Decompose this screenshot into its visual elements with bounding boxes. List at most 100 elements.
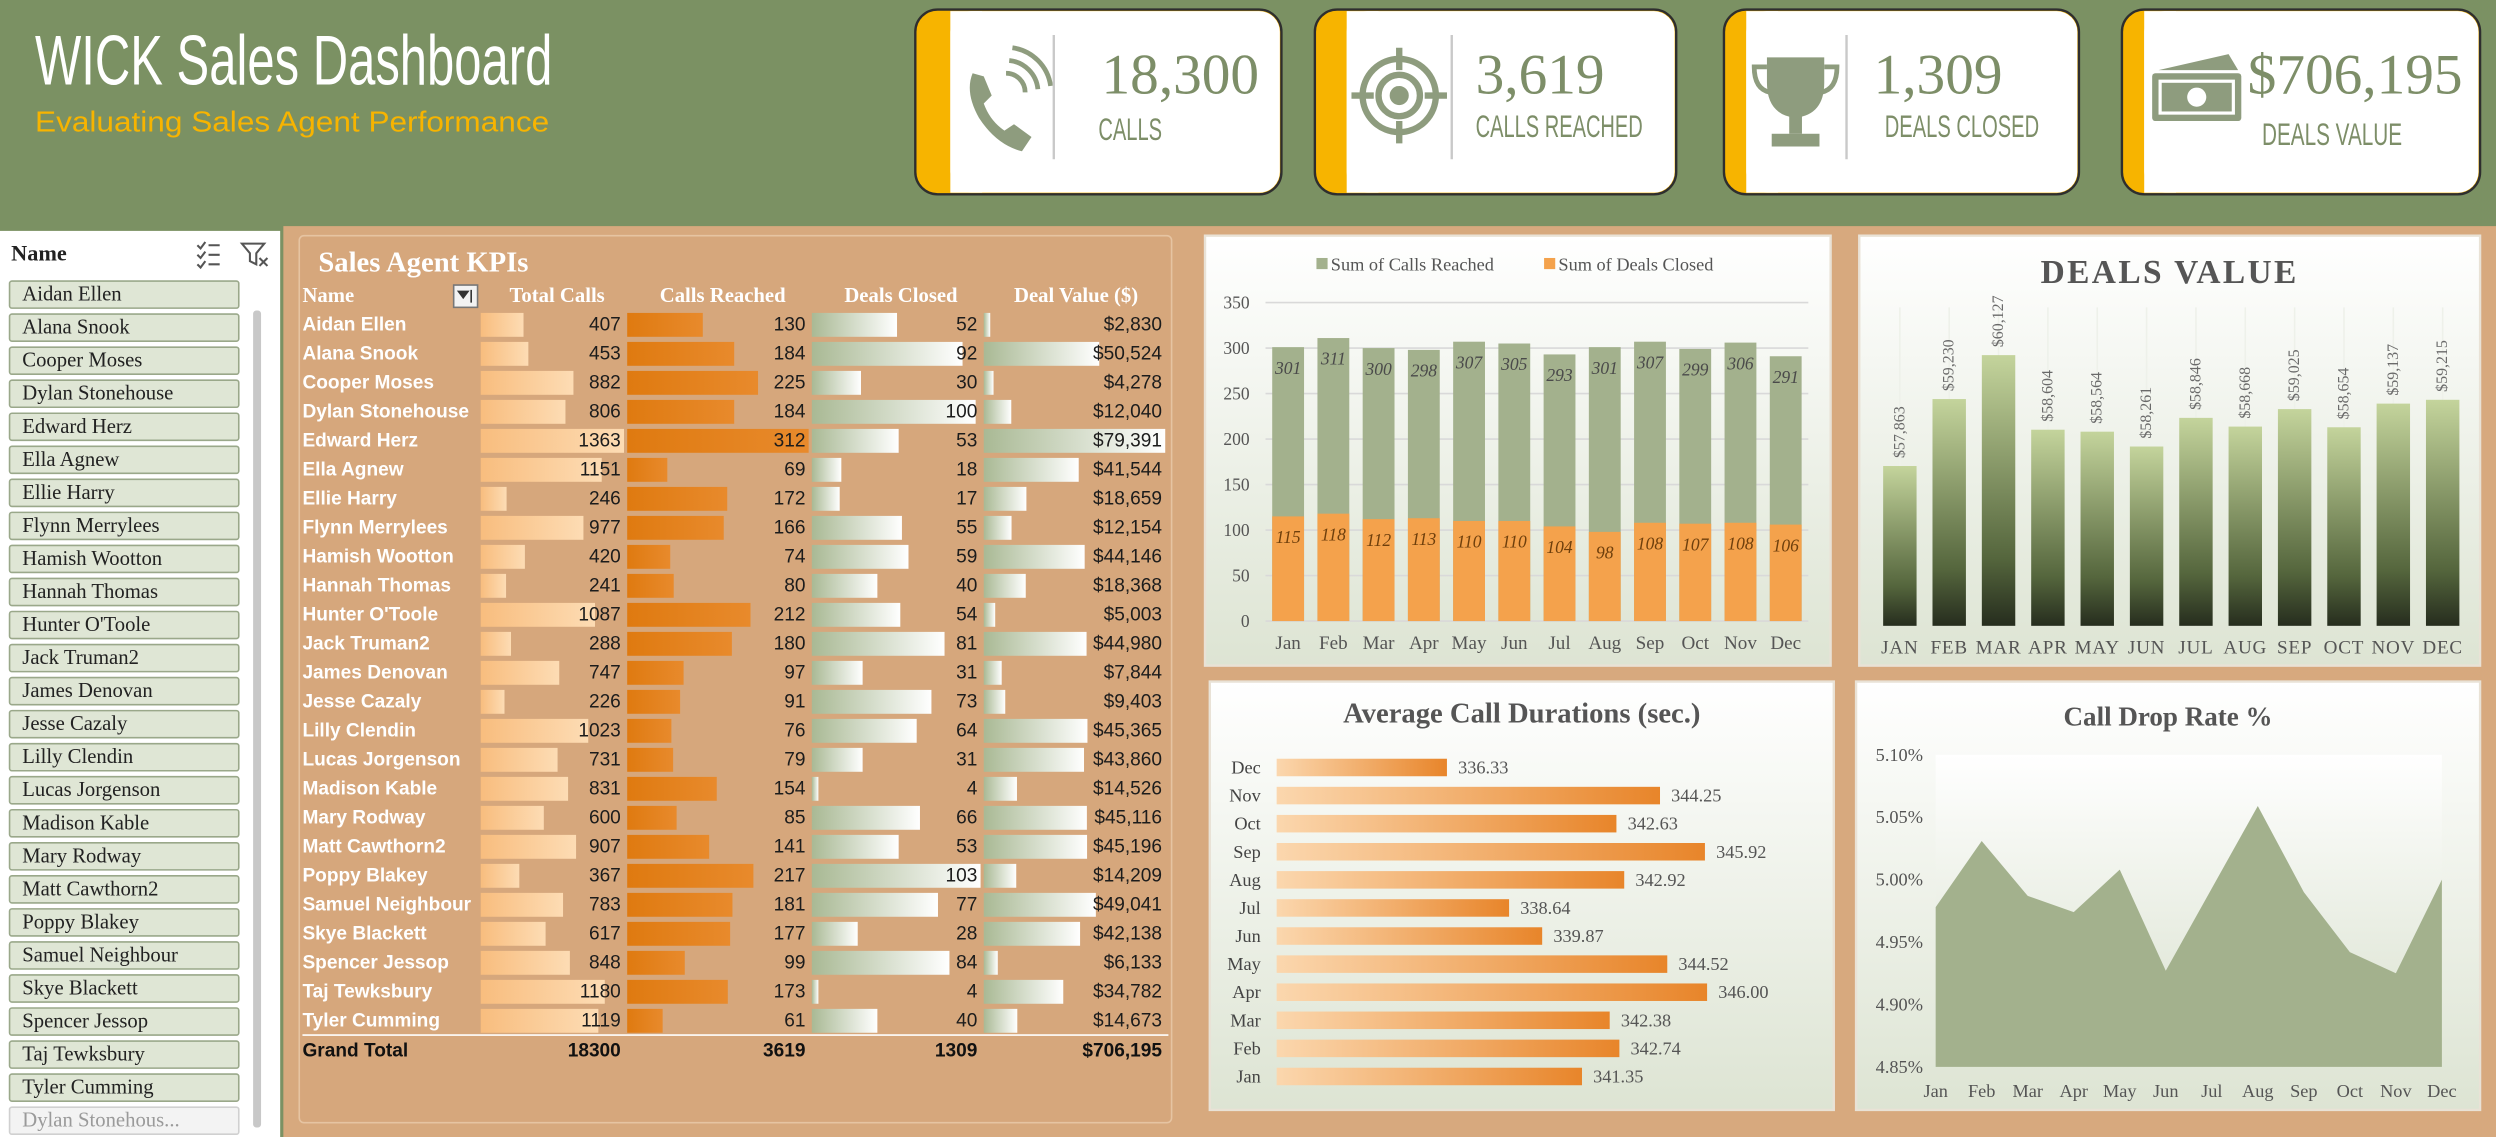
slicer-item-box[interactable] (8, 511, 240, 541)
slicer-item[interactable]: Matt Cawthorn2 (8, 875, 240, 904)
chart: 0 50 100 150 200 250 300 350 Jan 301 115 Feb 311 118 M… (1203, 234, 1832, 667)
slicer-item[interactable]: Hunter O'Toole (8, 610, 240, 640)
slicer-item-label[interactable]: Flynn Merrylees (22, 515, 159, 537)
slicer-item-label[interactable]: Dylan Stonehouse (22, 383, 173, 405)
slicer-item-label[interactable]: Hamish Wootton (22, 548, 163, 570)
agent-name: Taj Tewksbury (302, 981, 432, 1002)
data-bar (983, 950, 998, 975)
slicer-item-box[interactable] (8, 775, 240, 805)
slicer-item-label[interactable]: Hannah Thomas (22, 581, 158, 603)
slicer-item[interactable]: James Denovan (8, 676, 240, 706)
slicer-item[interactable]: Hamish Wootton (8, 544, 240, 574)
slicer-item-box[interactable] (8, 742, 240, 772)
cell-value: 312 (774, 430, 806, 451)
slicer-item-label[interactable]: Dylan Stonehous... (22, 1110, 179, 1132)
slicer-item-box[interactable] (8, 808, 240, 838)
slicer-item-box[interactable] (8, 842, 240, 871)
slicer-item-box[interactable] (8, 643, 240, 673)
data-label: 336.33 (1458, 757, 1508, 777)
slicer-item-box[interactable] (8, 1073, 240, 1102)
agent-name: Hamish Wootton (302, 546, 453, 567)
slicer-item-label[interactable]: Samuel Neighbour (22, 944, 178, 966)
slicer-item[interactable]: Tyler Cumming (8, 1073, 240, 1102)
slicer-item-label[interactable]: Ellie Harry (22, 482, 115, 504)
slicer-item-label[interactable]: Hunter O'Toole (22, 614, 150, 636)
slicer-item-label[interactable]: Edward Herz (22, 416, 132, 438)
slicer-item[interactable]: Ella Agnew (8, 445, 240, 475)
slicer-item-label[interactable]: Tyler Cumming (22, 1077, 153, 1099)
slicer-item[interactable]: Skye Blackett (8, 974, 240, 1003)
slicer-item[interactable]: Jack Truman2 (8, 643, 240, 673)
slicer-item-box[interactable] (8, 974, 240, 1003)
slicer-item-box[interactable] (8, 709, 240, 739)
slicer-item[interactable]: Aidan Ellen (8, 280, 240, 309)
kpi-card: 18,300 CALLS (914, 8, 1283, 196)
data-label: 306 (1726, 353, 1753, 373)
slicer-item-box[interactable] (8, 577, 240, 607)
slicer-item[interactable]: Mary Rodway (8, 842, 240, 871)
data-bar (811, 341, 963, 366)
slicer-item[interactable]: Dylan Stonehous... (8, 1106, 240, 1136)
slicer-item-label[interactable]: Cooper Moses (22, 350, 142, 372)
slicer-item-box[interactable] (8, 280, 240, 309)
slicer-item[interactable]: Ellie Harry (8, 478, 240, 508)
slicer-item-label[interactable]: Skye Blackett (22, 978, 138, 1000)
slicer-item-box[interactable] (8, 610, 240, 640)
slicer-item-box[interactable] (8, 379, 240, 409)
slicer-item[interactable]: Samuel Neighbour (8, 941, 240, 970)
slicer-item[interactable]: Hannah Thomas (8, 577, 240, 607)
slicer-item-box[interactable] (8, 676, 240, 706)
data-label: 301 (1591, 358, 1618, 378)
slicer-item-box[interactable] (8, 1040, 240, 1069)
slicer-item-label[interactable]: Spencer Jessop (22, 1011, 148, 1033)
slicer-item-box[interactable] (8, 412, 240, 442)
slicer-item-box[interactable] (8, 941, 240, 970)
slicer-item[interactable]: Dylan Stonehouse (8, 379, 240, 409)
bar (2376, 403, 2411, 626)
sort-filter-button[interactable] (452, 284, 479, 309)
slicer-item[interactable]: Flynn Merrylees (8, 511, 240, 541)
slicer-scrollbar[interactable] (253, 310, 262, 1128)
slicer-item[interactable]: Madison Kable (8, 808, 240, 838)
slicer-item[interactable]: Jesse Cazaly (8, 709, 240, 739)
slicer-item-label[interactable]: Jack Truman2 (22, 647, 139, 669)
slicer-item-label[interactable]: Jesse Cazaly (22, 713, 128, 735)
slicer-item-label[interactable]: Lucas Jorgenson (22, 779, 161, 801)
slicer-item-box[interactable] (8, 346, 240, 376)
slicer-item-box[interactable] (8, 875, 240, 904)
slicer-item-box[interactable] (8, 478, 240, 508)
slicer-item-box[interactable] (8, 1106, 240, 1136)
slicer-item-label[interactable]: Ella Agnew (22, 449, 119, 471)
slicer-item-box[interactable] (8, 313, 240, 342)
slicer-item-box[interactable] (8, 445, 240, 475)
slicer-item-box[interactable] (8, 908, 240, 937)
cell-value: 217 (774, 865, 806, 886)
agent-name: Madison Kable (302, 778, 437, 799)
slicer-item-label[interactable]: Aidan Ellen (22, 284, 122, 306)
slicer-item-box[interactable] (8, 1007, 240, 1036)
slicer-item-label[interactable]: Alana Snook (22, 317, 130, 339)
slicer-item-box[interactable] (8, 544, 240, 574)
clear-filter-button[interactable] (239, 242, 269, 267)
data-label: 106 (1773, 535, 1799, 555)
cell-value: 747 (589, 662, 621, 683)
slicer-item-label[interactable]: James Denovan (22, 680, 153, 702)
slicer-item[interactable]: Taj Tewksbury (8, 1040, 240, 1069)
slicer-item-label[interactable]: Mary Rodway (22, 845, 142, 867)
slicer-item-label[interactable]: Madison Kable (22, 812, 149, 834)
slicer-item[interactable]: Spencer Jessop (8, 1007, 240, 1036)
multi-select-button[interactable] (196, 241, 220, 270)
slicer-item[interactable]: Lilly Clendin (8, 742, 240, 772)
slicer-item-label[interactable]: Matt Cawthorn2 (22, 878, 158, 900)
data-label: $60,127 (1990, 295, 2007, 347)
slicer-item[interactable]: Edward Herz (8, 412, 240, 442)
slicer-item-label[interactable]: Lilly Clendin (22, 746, 134, 768)
data-label: 307 (1636, 352, 1664, 372)
slicer-item-label[interactable]: Poppy Blakey (22, 911, 139, 933)
slicer-item-label[interactable]: Taj Tewksbury (22, 1044, 145, 1066)
slicer-item[interactable]: Poppy Blakey (8, 908, 240, 937)
data-bar (627, 863, 754, 888)
slicer-item[interactable]: Alana Snook (8, 313, 240, 342)
slicer-item[interactable]: Lucas Jorgenson (8, 775, 240, 805)
slicer-item[interactable]: Cooper Moses (8, 346, 240, 376)
